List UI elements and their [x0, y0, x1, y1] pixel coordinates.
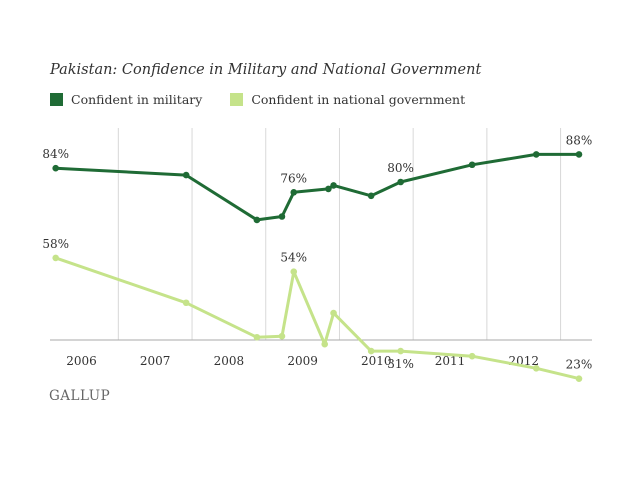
- data-label-military-3: 88%: [566, 133, 593, 147]
- data-point-military-5: [325, 185, 332, 193]
- source-logo: GALLUP: [49, 388, 111, 404]
- label-layer: 84% 76% 80% 88% 58% 54% 31% 23%: [42, 133, 592, 371]
- series-line-military: [54, 152, 581, 222]
- x-tick-label-2006: 2006: [66, 354, 97, 368]
- data-label-government-5: 54%: [280, 251, 307, 265]
- data-point-military-8: [397, 178, 404, 186]
- legend-label-military: Confident in military: [71, 92, 203, 107]
- data-point-military-4: [290, 189, 298, 196]
- data-point-military-9: [468, 161, 476, 169]
- data-point-government-4: [290, 268, 298, 276]
- legend-label-government: Confident in national government: [251, 92, 466, 107]
- x-tick-label-2007: 2007: [140, 354, 171, 368]
- data-label-government-4: 58%: [42, 237, 69, 251]
- x-tick-label-2010: 2010: [361, 354, 392, 368]
- x-tick-label-2008: 2008: [214, 354, 245, 368]
- x-tick-label-2011: 2011: [435, 354, 466, 368]
- data-point-military-10: [532, 151, 540, 158]
- legend-swatch-government: [230, 93, 244, 106]
- series-layer: [52, 151, 583, 382]
- data-point-government-7: [367, 347, 375, 355]
- data-point-military-2: [253, 216, 261, 224]
- data-label-military-2: 80%: [387, 161, 414, 175]
- x-tick-label-2009: 2009: [287, 354, 318, 368]
- chart-legend: Confident in military Confident in natio…: [50, 92, 493, 107]
- data-point-government-5: [321, 340, 329, 348]
- chart-title: Pakistan: Confidence in Military and Nat…: [50, 62, 482, 78]
- data-label-military-0: 84%: [42, 147, 69, 161]
- data-label-government-7: 23%: [566, 358, 593, 372]
- series-line-government: [54, 256, 581, 381]
- data-point-military-0: [52, 164, 59, 172]
- data-point-government-11: [575, 375, 583, 382]
- data-point-military-3: [278, 213, 286, 220]
- data-point-military-6: [330, 182, 337, 189]
- data-label-military-1: 76%: [280, 171, 307, 185]
- legend-swatch-military: [50, 93, 63, 106]
- data-point-government-9: [468, 352, 476, 360]
- data-point-government-0: [52, 254, 59, 262]
- data-point-government-3: [278, 332, 286, 340]
- data-point-government-8: [397, 347, 404, 355]
- data-label-government-6: 31%: [387, 357, 414, 371]
- data-point-government-10: [532, 365, 540, 372]
- data-point-government-2: [253, 333, 261, 341]
- data-point-military-11: [575, 151, 583, 158]
- data-point-military-7: [367, 192, 375, 200]
- legend-item-government: Confident in national government: [230, 92, 465, 107]
- data-point-government-1: [182, 299, 190, 307]
- axis-layer: 2006 2007 2008 2009 2010 2011 2012: [50, 339, 592, 368]
- data-point-government-6: [330, 309, 337, 317]
- legend-item-military: Confident in military: [50, 92, 202, 107]
- data-point-military-1: [182, 171, 190, 179]
